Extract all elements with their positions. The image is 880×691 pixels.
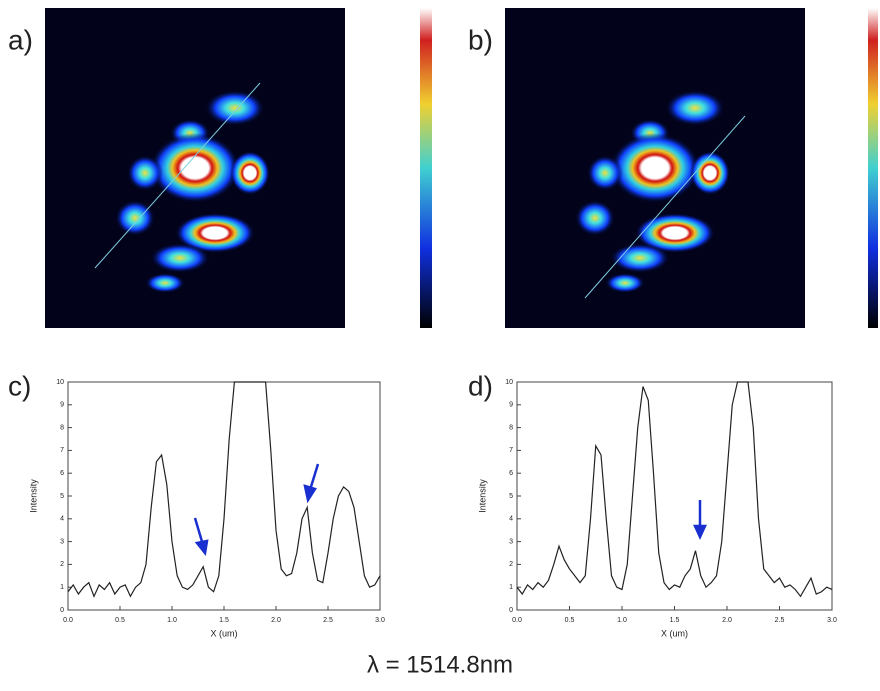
x-axis-label: X (um)	[211, 628, 238, 638]
y-tick-label: 1	[509, 584, 513, 591]
panel-label: d)	[468, 370, 493, 401]
y-tick-label: 5	[509, 493, 513, 500]
colorbar	[420, 8, 432, 328]
y-tick-label: 10	[505, 379, 513, 386]
y-tick-label: 2	[60, 561, 64, 568]
x-tick-label: 1.5	[219, 617, 229, 624]
colorbar	[868, 8, 878, 328]
x-tick-label: 2.0	[271, 617, 281, 624]
image-b	[505, 8, 805, 328]
x-axis-label: X (um)	[661, 628, 688, 638]
y-tick-label: 6	[509, 470, 513, 477]
y-tick-label: 8	[509, 424, 513, 431]
image-a	[45, 8, 345, 328]
caption: λ = 1514.8nm	[367, 651, 513, 678]
y-tick-label: 7	[509, 447, 513, 454]
plot-frame	[516, 381, 833, 611]
x-tick-label: 3.0	[827, 617, 837, 624]
y-tick-label: 5	[60, 493, 64, 500]
y-tick-label: 7	[60, 447, 64, 454]
panel-label: b)	[468, 24, 493, 55]
y-tick-label: 10	[56, 379, 64, 386]
panel-label: c)	[8, 370, 31, 401]
x-tick-label: 0.0	[512, 617, 522, 624]
y-tick-label: 9	[60, 402, 64, 409]
x-tick-label: 1.5	[670, 617, 680, 624]
x-tick-label: 2.0	[722, 617, 732, 624]
y-tick-label: 3	[509, 538, 513, 545]
x-tick-label: 1.0	[617, 617, 627, 624]
x-tick-label: 0.5	[115, 617, 125, 624]
y-tick-label: 1	[60, 584, 64, 591]
plot-frame	[67, 381, 381, 611]
y-tick-label: 4	[60, 516, 64, 523]
y-tick-label: 4	[509, 516, 513, 523]
y-tick-label: 3	[60, 538, 64, 545]
data-line	[67, 381, 381, 598]
x-tick-label: 3.0	[375, 617, 385, 624]
panel-label: a)	[8, 24, 33, 55]
x-tick-label: 2.5	[323, 617, 333, 624]
arrows	[193, 463, 707, 556]
x-tick-label: 0.0	[63, 617, 73, 624]
x-tick-label: 1.0	[167, 617, 177, 624]
y-tick-label: 0	[60, 607, 64, 614]
x-tick-label: 2.5	[775, 617, 785, 624]
data-line	[516, 381, 833, 598]
y-axis-label: Intensity	[477, 479, 487, 513]
y-tick-label: 8	[60, 424, 64, 431]
y-tick-label: 9	[509, 402, 513, 409]
y-tick-label: 2	[509, 561, 513, 568]
x-tick-label: 0.5	[565, 617, 575, 624]
y-tick-label: 0	[509, 607, 513, 614]
y-axis-label: Intensity	[28, 479, 38, 513]
y-tick-label: 6	[60, 470, 64, 477]
